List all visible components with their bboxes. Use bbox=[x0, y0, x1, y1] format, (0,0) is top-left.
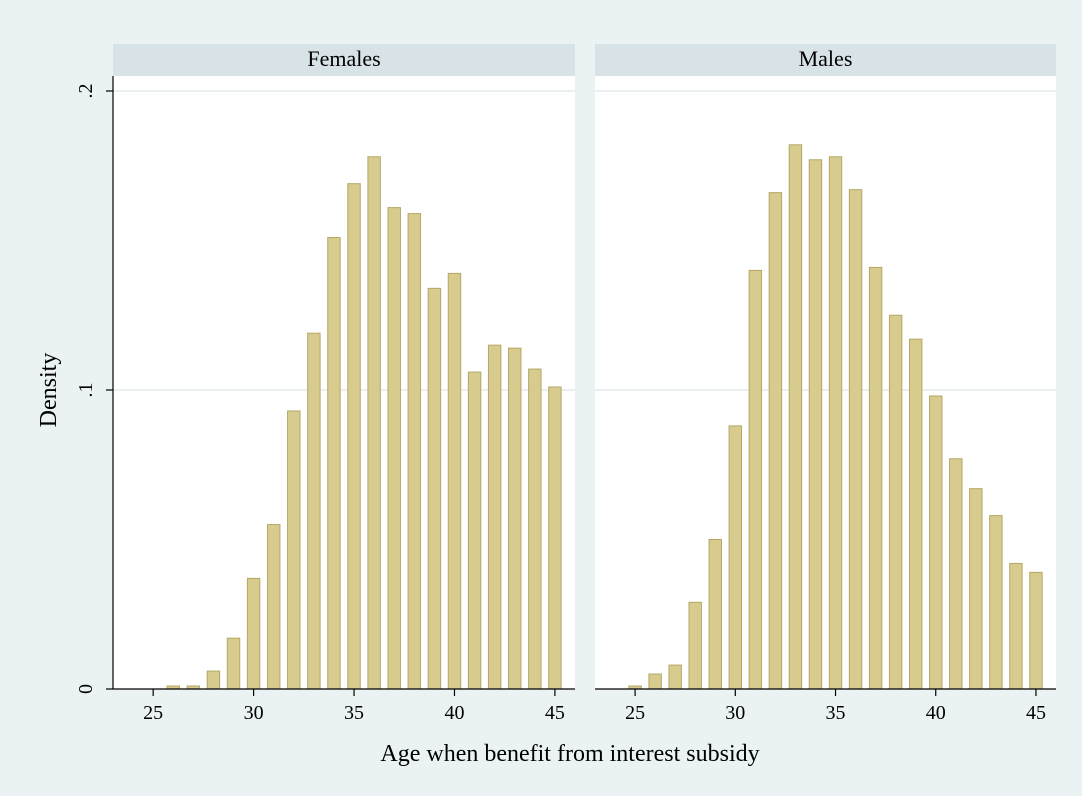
panel-females: Females 25 30 35 40 45 0 .1 .2 bbox=[75, 44, 575, 724]
bar bbox=[427, 287, 442, 690]
bar bbox=[688, 601, 702, 690]
y-tick-label: .2 bbox=[75, 84, 97, 99]
x-tick-label: 35 bbox=[344, 702, 364, 724]
panel-males: Males 25 30 35 40 45 bbox=[595, 44, 1056, 724]
bar bbox=[808, 159, 823, 690]
bar bbox=[266, 524, 281, 690]
x-tick-label: 25 bbox=[625, 702, 645, 724]
bar bbox=[908, 338, 923, 690]
bar bbox=[467, 371, 482, 690]
bar bbox=[226, 637, 241, 690]
x-tick-label: 45 bbox=[1026, 702, 1046, 724]
bar bbox=[407, 213, 422, 690]
bar bbox=[1029, 571, 1043, 690]
panel-header bbox=[595, 44, 1056, 76]
bar bbox=[548, 386, 562, 690]
bar bbox=[708, 539, 722, 690]
x-tick-label: 40 bbox=[444, 702, 464, 724]
bar bbox=[447, 272, 462, 690]
bar bbox=[888, 314, 903, 690]
bar bbox=[768, 192, 783, 690]
bar bbox=[788, 144, 803, 690]
bar bbox=[648, 673, 662, 690]
bar bbox=[1009, 562, 1023, 690]
x-tick-label: 25 bbox=[143, 702, 163, 724]
y-tick-label: 0 bbox=[75, 684, 97, 694]
bar bbox=[929, 395, 943, 690]
plot-background bbox=[595, 76, 1056, 689]
x-tick-label: 30 bbox=[725, 702, 745, 724]
bar bbox=[367, 156, 381, 690]
bar bbox=[508, 347, 522, 690]
plot-background bbox=[113, 76, 575, 689]
bar bbox=[387, 207, 401, 690]
panel-header bbox=[113, 44, 575, 76]
panel-title: Females bbox=[307, 46, 380, 71]
bar bbox=[206, 670, 221, 690]
bar bbox=[868, 266, 883, 690]
bar bbox=[487, 344, 502, 690]
x-tick-label: 35 bbox=[826, 702, 846, 724]
bar bbox=[287, 410, 301, 690]
bar bbox=[989, 515, 1003, 690]
bar bbox=[307, 332, 321, 690]
bar bbox=[347, 183, 361, 690]
bar bbox=[528, 368, 542, 690]
y-axis-title: Density bbox=[36, 353, 62, 428]
bar bbox=[246, 577, 261, 690]
x-tick-label: 40 bbox=[926, 702, 946, 724]
bar bbox=[969, 488, 983, 690]
panel-title: Males bbox=[799, 46, 853, 71]
bar bbox=[748, 269, 763, 690]
x-axis-title: Age when benefit from interest subsidy bbox=[380, 741, 759, 767]
bar bbox=[848, 189, 863, 690]
bar bbox=[828, 156, 843, 690]
x-tick-label: 30 bbox=[244, 702, 264, 724]
bar bbox=[668, 664, 682, 690]
bar bbox=[327, 237, 341, 690]
bar bbox=[949, 458, 963, 690]
y-tick-label: .1 bbox=[75, 383, 97, 398]
bar bbox=[728, 425, 743, 690]
x-tick-label: 45 bbox=[545, 702, 565, 724]
